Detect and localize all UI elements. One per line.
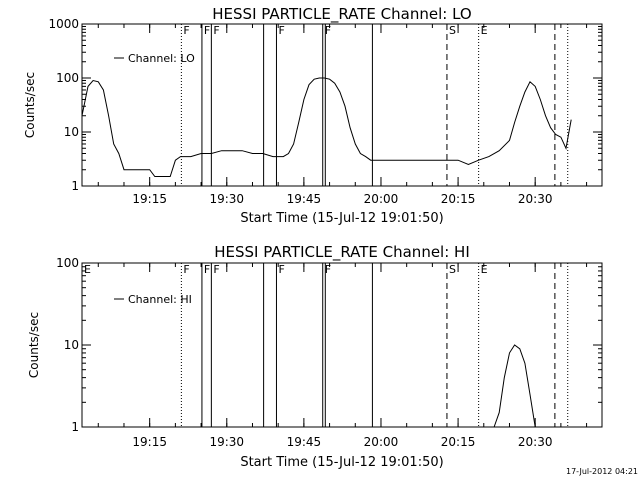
x-tick-label: 19:15 xyxy=(132,192,167,206)
x-tick-label: 19:45 xyxy=(287,192,322,206)
plot-frame xyxy=(81,23,603,187)
y-axis-label: Counts/sec xyxy=(23,72,37,138)
panel-0: HESSI PARTICLE_RATE Channel: LO 1 10 100 100… xyxy=(23,5,603,226)
event-label: F xyxy=(213,263,219,276)
x-tick-label: 19:30 xyxy=(209,192,244,206)
event-label: E xyxy=(481,24,488,37)
chart-title: HESSI PARTICLE_RATE Channel: HI xyxy=(214,243,470,262)
event-label: E xyxy=(481,263,488,276)
event-label: S xyxy=(449,24,456,37)
event-label: F xyxy=(204,263,210,276)
chart-title: HESSI PARTICLE_RATE Channel: LO xyxy=(212,5,471,24)
x-tick-label: 20:00 xyxy=(364,435,399,449)
x-tick-label: 20:15 xyxy=(441,192,476,206)
y-tick-label: 1 xyxy=(71,179,79,193)
x-axis-label: Start Time (15-Jul-12 19:01:50) xyxy=(240,211,443,226)
event-label: F xyxy=(325,24,331,37)
legend-label: Channel: LO xyxy=(128,52,195,65)
x-tick-label: 20:30 xyxy=(518,192,553,206)
event-label: F xyxy=(325,263,331,276)
event-label: F xyxy=(183,24,189,37)
series-line xyxy=(493,344,536,428)
y-tick-label: 1000 xyxy=(48,17,79,31)
x-axis-label: Start Time (15-Jul-12 19:01:50) xyxy=(240,455,443,470)
x-tick-label: 19:45 xyxy=(287,435,322,449)
x-tick-label: 19:15 xyxy=(132,435,167,449)
series-line xyxy=(81,77,572,177)
y-axis-label: Counts/sec xyxy=(27,312,41,378)
event-label: F xyxy=(213,24,219,37)
y-tick-label: 100 xyxy=(56,256,79,270)
event-label: S xyxy=(449,263,456,276)
footer-timestamp: 17-Jul-2012 04:21 xyxy=(566,467,638,476)
event-label: E xyxy=(84,263,91,276)
event-label: F xyxy=(278,263,284,276)
panel-1: HESSI PARTICLE_RATE Channel: HI 1 10 100 19:… xyxy=(27,243,603,470)
x-tick-label: 20:15 xyxy=(441,435,476,449)
x-tick-label: 20:00 xyxy=(364,192,399,206)
plot-frame xyxy=(81,262,603,428)
y-tick-label: 10 xyxy=(64,338,79,352)
legend-label: Channel: HI xyxy=(128,293,192,306)
event-label: F xyxy=(278,24,284,37)
x-tick-label: 19:30 xyxy=(209,435,244,449)
x-tick-label: 20:30 xyxy=(518,435,553,449)
y-tick-label: 10 xyxy=(64,125,79,139)
event-label: F xyxy=(204,24,210,37)
event-label: F xyxy=(183,263,189,276)
y-tick-label: 100 xyxy=(56,71,79,85)
y-tick-label: 1 xyxy=(71,420,79,434)
